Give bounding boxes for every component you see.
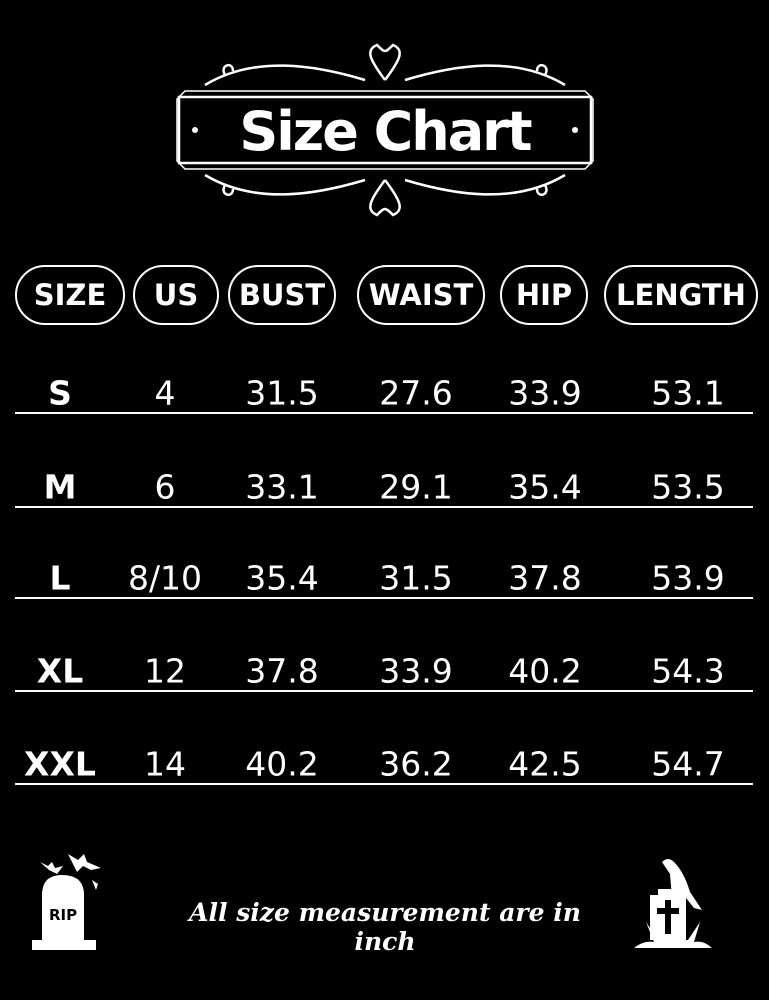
table-cell-length: 53.9 — [651, 558, 725, 598]
table-cell-hip: 37.8 — [508, 558, 582, 598]
column-header-length: LENGTH — [604, 265, 758, 325]
table-cell-us: 8/10 — [127, 558, 203, 598]
column-header-bust: BUST — [228, 265, 336, 325]
table-cell-bust: 35.4 — [245, 558, 319, 598]
table-cell-us: 12 — [144, 651, 186, 691]
chart-title: Size Chart — [239, 99, 532, 163]
table-cell-bust: 40.2 — [245, 744, 319, 784]
table-cell-length: 54.3 — [651, 651, 725, 691]
column-header-hip: HIP — [500, 265, 588, 325]
row-divider — [15, 412, 753, 414]
row-divider — [15, 597, 753, 599]
table-cell-hip: 35.4 — [508, 467, 582, 507]
table-cell-us: 14 — [144, 744, 186, 784]
table-cell-waist: 27.6 — [379, 373, 453, 413]
tombstone-bats-icon: RIP — [32, 854, 101, 950]
table-cell-hip: 40.2 — [508, 651, 582, 691]
table-cell-size: S — [48, 373, 72, 413]
column-header-size: SIZE — [15, 265, 125, 325]
column-header-us: US — [133, 265, 219, 325]
column-header-waist: WAIST — [357, 265, 485, 325]
table-cell-size: M — [43, 467, 77, 507]
table-cell-size: XL — [36, 651, 84, 691]
table-cell-waist: 29.1 — [379, 467, 453, 507]
row-divider — [15, 690, 753, 692]
table-cell-length: 53.1 — [651, 373, 725, 413]
table-cell-length: 54.7 — [651, 744, 725, 784]
table-cell-waist: 31.5 — [379, 558, 453, 598]
table-cell-bust: 33.1 — [245, 467, 319, 507]
table-cell-waist: 36.2 — [379, 744, 453, 784]
row-divider — [15, 506, 753, 508]
rip-text: RIP — [49, 906, 77, 924]
title-ornament-frame — [176, 43, 594, 217]
table-cell-bust: 37.8 — [245, 651, 319, 691]
table-cell-us: 6 — [154, 467, 176, 507]
table-cell-size: XXL — [24, 744, 96, 784]
measurement-note: All size measurement are in inch — [189, 898, 581, 956]
table-cell-us: 4 — [154, 373, 176, 413]
table-cell-bust: 31.5 — [245, 373, 319, 413]
table-cell-length: 53.5 — [651, 467, 725, 507]
crow-grave-cross-icon — [634, 859, 712, 948]
table-cell-waist: 33.9 — [379, 651, 453, 691]
table-cell-hip: 42.5 — [508, 744, 582, 784]
row-divider — [15, 783, 753, 785]
table-cell-hip: 33.9 — [508, 373, 582, 413]
table-cell-size: L — [49, 558, 71, 598]
